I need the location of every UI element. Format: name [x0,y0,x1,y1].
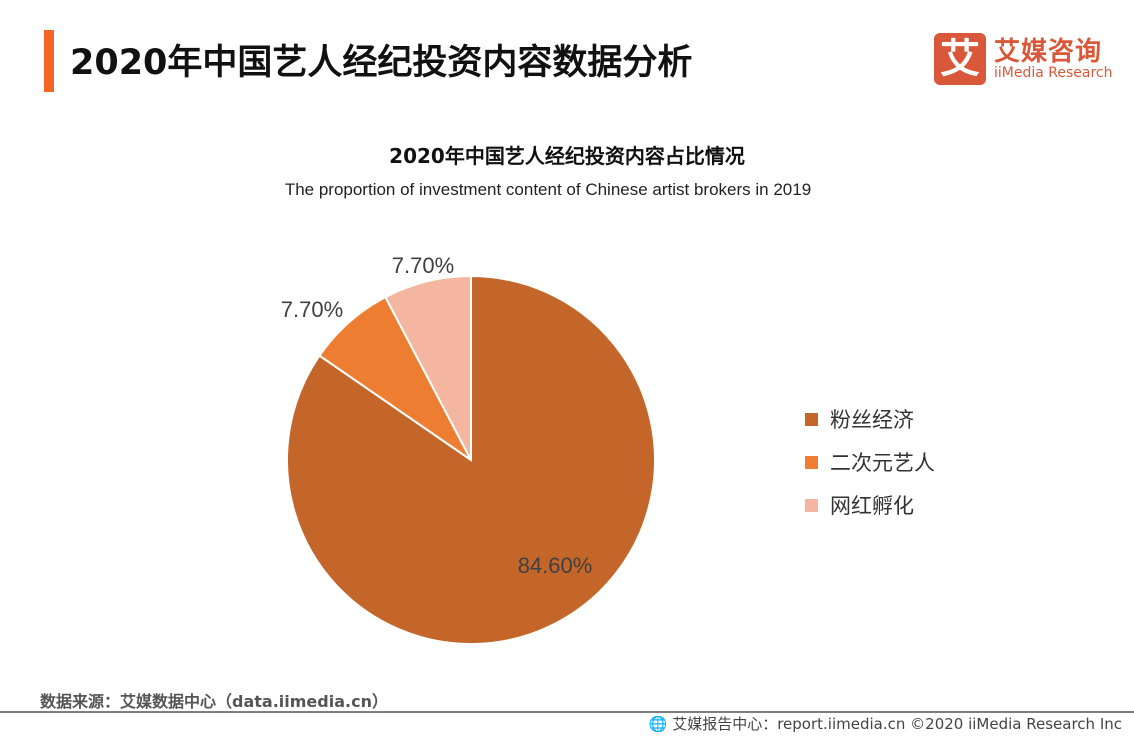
data-label-1: 7.70% [281,297,343,322]
pie-slice-2 [384,274,472,461]
page-title: 2020年中国艺人经纪投资内容数据分析 [70,43,693,83]
legend-item-0: 粉丝经济 [805,404,914,434]
legend-label: 网红孵化 [830,494,914,518]
pie-slice-0 [286,274,656,645]
chart-title: 2020年中国艺人经纪投资内容占比情况 [389,144,745,168]
legend-swatch [805,498,818,512]
logo-en-text: iiMedia Research [994,65,1113,81]
footer-divider [0,711,1134,713]
data-source: 数据来源：艾媒数据中心（data.iimedia.cn） [40,692,388,711]
data-label-2: 7.70% [392,253,454,278]
logo-mark: 艾 [934,33,986,85]
logo-cn-text: 艾媒咨询 [994,37,1103,67]
legend-swatch [805,455,818,469]
data-label-0: 84.60% [518,553,593,578]
footer-credit: 🌐 艾媒报告中心：report.iimedia.cn ©2020 iiMedia… [649,713,1122,734]
legend-swatch [805,412,818,426]
legend-label: 二次元艺人 [830,451,935,475]
title-accent-bar [44,30,54,92]
legend-label: 粉丝经济 [830,408,914,432]
chart-subtitle: The proportion of investment content of … [284,180,812,199]
iimedia-logo: 艾 艾媒咨询 iiMedia Research [934,33,1124,85]
legend-item-2: 网红孵化 [805,490,914,520]
globe-icon: 🌐 [648,715,668,733]
legend-item-1: 二次元艺人 [805,447,935,477]
footer-credit-text: 艾媒报告中心：report.iimedia.cn ©2020 iiMedia R… [672,715,1122,733]
